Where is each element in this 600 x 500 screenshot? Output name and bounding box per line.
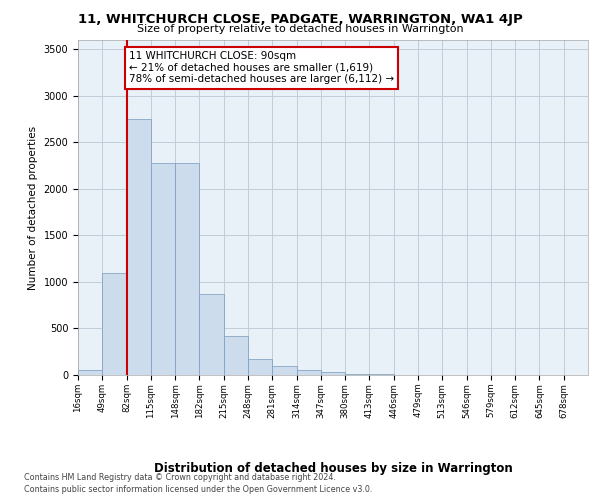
X-axis label: Distribution of detached houses by size in Warrington: Distribution of detached houses by size … [154,462,512,475]
Bar [175,163,199,375]
Bar [345,374,370,375]
Bar [127,119,151,375]
Y-axis label: Number of detached properties: Number of detached properties [28,126,38,290]
Text: 11 WHITCHURCH CLOSE: 90sqm
← 21% of detached houses are smaller (1,619)
78% of s: 11 WHITCHURCH CLOSE: 90sqm ← 21% of deta… [129,51,394,84]
Text: Contains HM Land Registry data © Crown copyright and database right 2024.: Contains HM Land Registry data © Crown c… [24,472,336,482]
Bar [199,294,224,375]
Bar [321,372,345,375]
Bar [296,370,321,375]
Text: Contains public sector information licensed under the Open Government Licence v3: Contains public sector information licen… [24,485,373,494]
Bar [78,370,102,375]
Bar [151,163,175,375]
Text: 11, WHITCHURCH CLOSE, PADGATE, WARRINGTON, WA1 4JP: 11, WHITCHURCH CLOSE, PADGATE, WARRINGTO… [77,12,523,26]
Text: Size of property relative to detached houses in Warrington: Size of property relative to detached ho… [137,24,463,34]
Bar [370,374,394,375]
Bar [224,336,248,375]
Bar [248,358,272,375]
Bar [102,272,127,375]
Bar [272,366,296,375]
